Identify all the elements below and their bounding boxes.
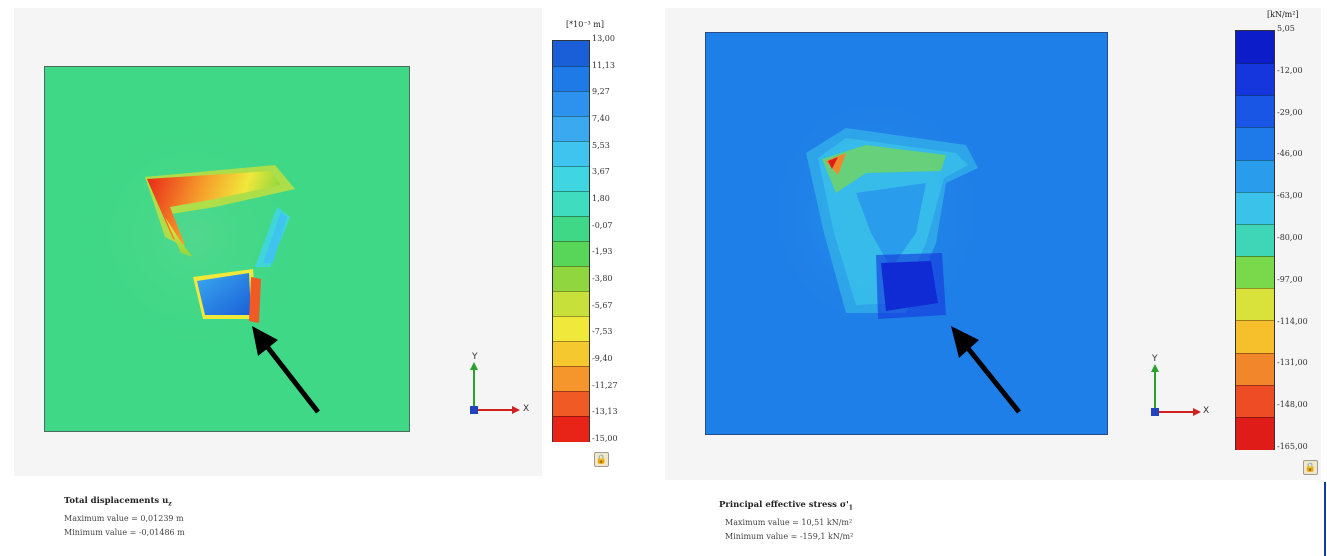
legend-color-band	[553, 191, 589, 217]
legend-tick-label: -5,67	[592, 300, 613, 310]
legend-color-band	[553, 141, 589, 167]
legend-color-band	[553, 391, 589, 417]
legend-color-band	[553, 416, 589, 442]
legend-tick-label: -0,07	[592, 220, 613, 230]
legend-color-band	[553, 341, 589, 367]
legend-color-band	[1236, 384, 1274, 418]
window-edge	[1324, 482, 1326, 556]
axis-triad-icon	[470, 362, 520, 414]
color-legend	[1235, 30, 1275, 450]
legend-tick-label: 13,00	[592, 34, 615, 43]
legend-tick-label: 1,80	[592, 194, 610, 203]
legend-tick-label: -80,00	[1277, 233, 1303, 242]
legend-tick-label: 7,40	[592, 114, 610, 123]
y-axis-label: Y	[1152, 354, 1158, 364]
legend-tick-label: -148,00	[1277, 400, 1308, 410]
legend-color-band	[553, 41, 589, 66]
x-axis-label: X	[1203, 406, 1210, 416]
legend-tick-label: -165,00	[1277, 442, 1308, 451]
legend-color-band	[553, 266, 589, 292]
y-axis-label: Y	[472, 352, 478, 362]
legend-tick-label: -12,00	[1277, 65, 1303, 75]
legend-color-band	[553, 366, 589, 392]
axis-triad-icon	[1151, 364, 1201, 416]
legend-color-band	[553, 316, 589, 342]
legend-unit: [kN/m²]	[1267, 10, 1299, 19]
min-value: Minimum value = -159,1 kN/m²	[725, 531, 854, 541]
x-axis-label: X	[523, 404, 530, 414]
legend-unit: [*10⁻³ m]	[566, 20, 604, 29]
lock-button[interactable]: 🔒	[1303, 460, 1318, 475]
legend-tick-label: 5,05	[1277, 24, 1295, 33]
legend-color-band	[553, 116, 589, 142]
legend-color-band	[1236, 288, 1274, 322]
max-value: Maximum value = 10,51 kN/m²	[725, 517, 853, 527]
legend-color-band	[1236, 191, 1274, 225]
legend-color-band	[553, 241, 589, 267]
displacement-panel: Y X [*10⁻³ m] 13,00 11,13 9,27 7,40 5,53 3,67…	[0, 0, 655, 556]
legend-color-band	[1236, 223, 1274, 258]
legend-color-band	[1236, 127, 1274, 161]
lock-icon: 🔒	[595, 454, 608, 465]
legend-tick-label: -11,27	[592, 380, 618, 390]
color-legend	[552, 40, 590, 442]
legend-color-band	[553, 291, 589, 317]
result-info: Principal effective stress σ'1 Maximum v…	[719, 500, 853, 546]
legend-color-band	[1236, 416, 1274, 450]
legend-tick-label: -3,80	[592, 274, 613, 283]
legend-tick-label: 11,13	[592, 60, 615, 70]
displacement-contour-plot	[44, 66, 410, 432]
legend-tick-label: -131,00	[1277, 358, 1308, 368]
legend-color-band	[1236, 63, 1274, 97]
legend-color-band	[1236, 352, 1274, 386]
legend-color-band	[1236, 159, 1274, 193]
legend-color-band	[1236, 320, 1274, 354]
lock-icon: 🔒	[1304, 462, 1317, 473]
legend-color-band	[553, 91, 589, 117]
stress-panel: Y X [kN/m²] 5,05 -12,00 -29,00 -46,00 -63,00…	[655, 0, 1327, 556]
axis-triad	[464, 350, 534, 420]
legend-tick-label: 3,67	[592, 167, 610, 177]
legend-tick-label: -46,00	[1277, 149, 1303, 159]
result-title: Principal effective stress σ'1	[719, 500, 853, 512]
legend-tick-label: -7,53	[592, 327, 613, 337]
result-title: Total displacements uz	[64, 496, 172, 508]
legend-tick-label: -15,00	[592, 434, 618, 443]
lock-button[interactable]: 🔒	[594, 452, 609, 467]
legend-color-band	[553, 166, 589, 192]
legend-tick-label: -13,13	[592, 407, 618, 417]
legend-tick-label: -9,40	[592, 354, 613, 363]
legend-tick-label: -63,00	[1277, 191, 1303, 201]
legend-tick-label: -29,00	[1277, 107, 1303, 117]
legend-tick-label: 5,53	[592, 140, 610, 150]
min-value: Minimum value = -0,01486 m	[64, 527, 185, 537]
legend-tick-label: 9,27	[592, 87, 610, 97]
legend-tick-label: -1,93	[592, 247, 613, 257]
legend-color-band	[553, 66, 589, 92]
legend-color-band	[1236, 95, 1274, 129]
axis-triad	[1145, 350, 1215, 420]
max-value: Maximum value = 0,01239 m	[64, 513, 184, 523]
legend-color-band	[553, 216, 589, 242]
legend-tick-label: -114,00	[1277, 316, 1308, 326]
legend-tick-label: -97,00	[1277, 274, 1303, 284]
legend-color-band	[1236, 256, 1274, 290]
legend-color-band	[1236, 31, 1274, 64]
result-info: Total displacements uz Maximum value = 0…	[64, 496, 185, 542]
stress-contour-plot	[705, 32, 1108, 435]
